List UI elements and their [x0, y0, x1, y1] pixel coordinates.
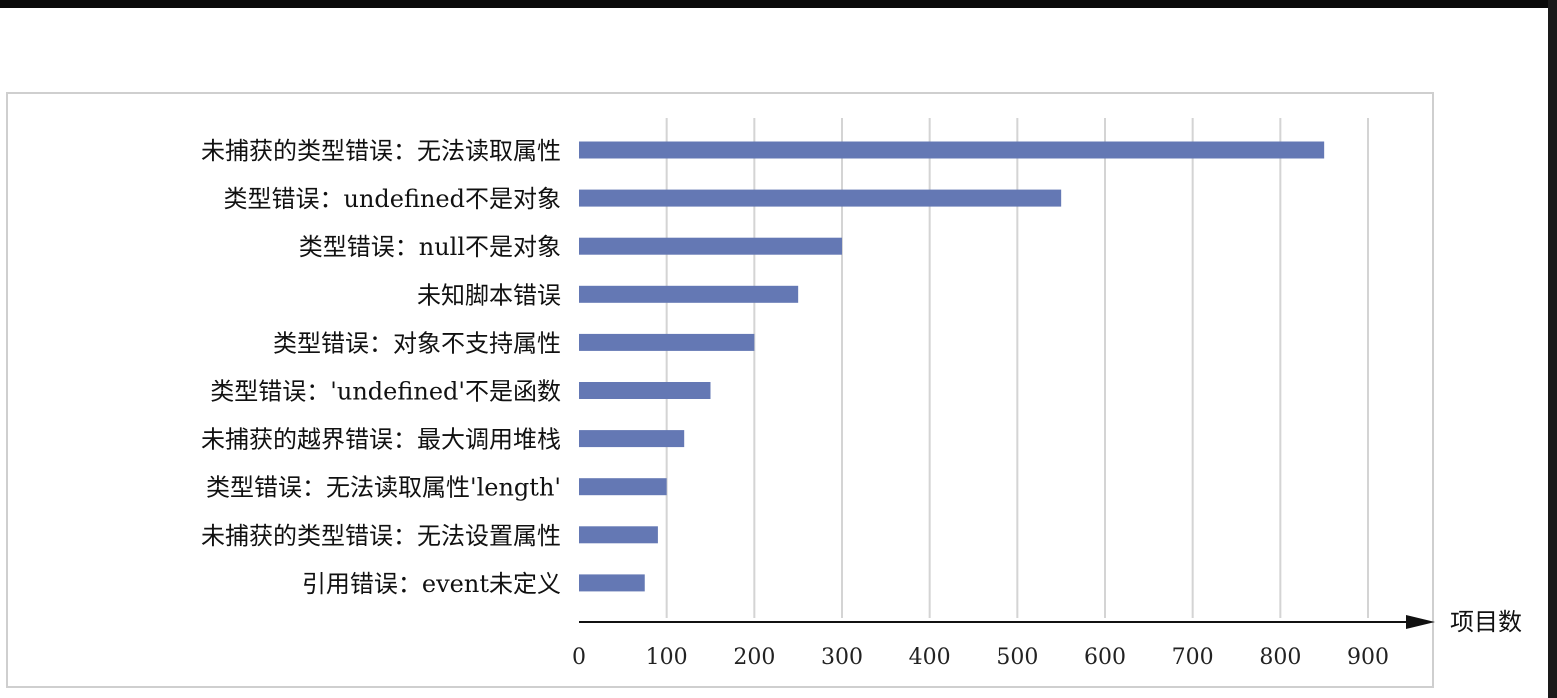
x-axis: 0 100 200 300 400 500 600 700 800 900: [572, 615, 1435, 670]
category-label-6: 未捕获的越界错误：最大调用堆栈: [201, 426, 561, 454]
x-tick-label-900: 900: [1347, 645, 1389, 670]
x-tick-label-100: 100: [646, 645, 688, 670]
category-label-9: 引用错误：event未定义: [302, 570, 561, 598]
bar-2: [579, 237, 842, 255]
category-label-0: 未捕获的类型错误：无法读取属性: [201, 137, 561, 165]
category-label-2: 类型错误：null不是对象: [299, 233, 561, 261]
bar-8: [579, 526, 658, 544]
bar-6: [579, 430, 685, 448]
category-label-4: 类型错误：对象不支持属性: [273, 329, 561, 357]
category-label-3: 未知脚本错误: [417, 281, 561, 309]
category-label-1: 类型错误：undefined不是对象: [223, 185, 561, 213]
bar-4: [579, 333, 755, 351]
x-tick-label-500: 500: [996, 645, 1038, 670]
bar-9: [579, 574, 645, 592]
x-tick-label-600: 600: [1084, 645, 1126, 670]
bar-0: [579, 141, 1325, 159]
top-dark-strip: [0, 0, 1557, 8]
bar-1: [579, 189, 1062, 207]
category-label-7: 类型错误：无法读取属性'length': [206, 474, 561, 502]
chart-frame: [6, 92, 1434, 688]
category-labels: 未捕获的类型错误：无法读取属性类型错误：undefined不是对象类型错误：nu…: [201, 137, 561, 598]
x-tick-label-700: 700: [1172, 645, 1214, 670]
x-axis-label: 项目数: [1450, 608, 1522, 636]
x-tick-label-200: 200: [733, 645, 775, 670]
x-tick-label-400: 400: [909, 645, 951, 670]
bar-7: [579, 478, 667, 496]
category-label-5: 类型错误：'undefined'不是函数: [210, 378, 561, 406]
category-label-8: 未捕获的类型错误：无法设置属性: [201, 522, 561, 550]
x-tick-label-800: 800: [1259, 645, 1301, 670]
bars: [579, 141, 1325, 592]
right-dark-edge: [1548, 0, 1557, 698]
x-tick-label-300: 300: [821, 645, 863, 670]
x-tick-label-0: 0: [572, 645, 586, 670]
bar-5: [579, 382, 711, 399]
bar-3: [579, 285, 799, 303]
x-axis-arrow: [1406, 615, 1435, 629]
